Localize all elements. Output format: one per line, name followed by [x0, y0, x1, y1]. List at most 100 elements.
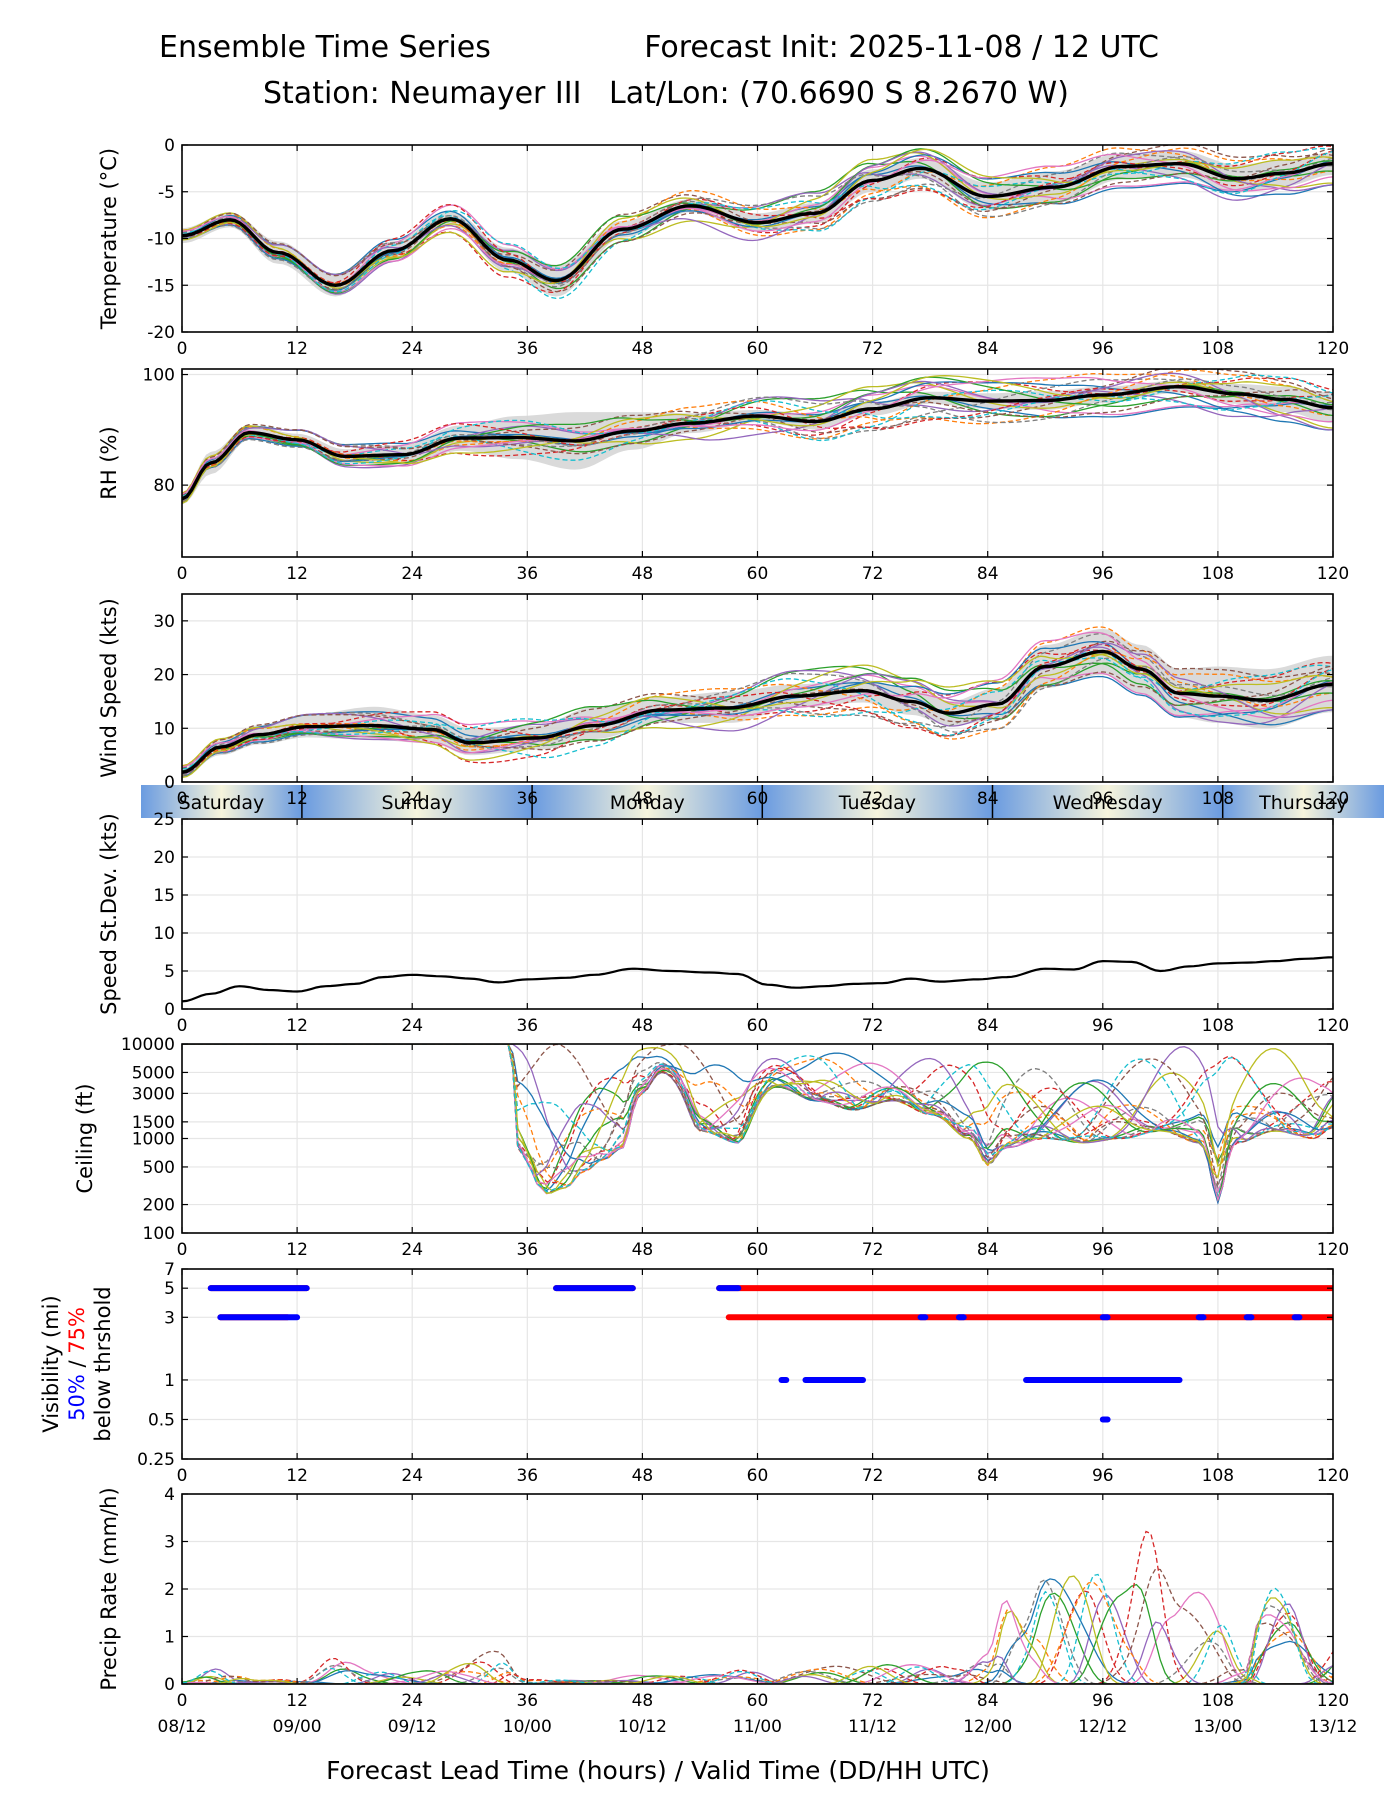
day-strip-cell — [141, 785, 302, 818]
ensemble-member-line — [182, 1044, 1333, 1186]
x-tick-label: 84 — [977, 789, 999, 809]
members-ceiling — [182, 1044, 1333, 1205]
x-tick-label: 96 — [1092, 1016, 1114, 1036]
ensemble-member-line — [182, 1044, 1333, 1187]
x-tick-label: 0 — [177, 1240, 188, 1260]
grid-ceiling — [181, 1043, 1334, 1234]
y-tick-label: 0 — [164, 773, 175, 793]
x-tick-label: 84 — [977, 1240, 999, 1260]
plot-area-rh — [182, 369, 1333, 505]
x-tick-label: 24 — [401, 564, 423, 584]
x-tick-label: 60 — [747, 564, 769, 584]
x-tick-label: 0 — [177, 1466, 188, 1486]
x-tick-label: 36 — [516, 339, 538, 359]
ensemble-member-line — [182, 395, 1333, 499]
x-tick-label: 48 — [632, 339, 654, 359]
valid-time-label: 10/00 — [503, 1717, 552, 1737]
y-tick-label: 500 — [143, 1158, 175, 1178]
x-tick-label: 48 — [632, 564, 654, 584]
x-tick-label: 36 — [516, 789, 538, 809]
ensemble-mean-line — [182, 384, 1333, 501]
ensemble-member-line — [182, 1594, 1333, 1684]
x-tick-label: 72 — [862, 789, 884, 809]
y-tick-label: -15 — [147, 276, 175, 296]
x-tick-label: 36 — [516, 1466, 538, 1486]
y-tick-label: 200 — [143, 1196, 175, 1216]
x-tick-label: 0 — [177, 1016, 188, 1036]
y-tick-label: 4 — [164, 1485, 175, 1505]
x-tick-label: 60 — [747, 1240, 769, 1260]
x-tick-label: 72 — [862, 1240, 884, 1260]
day-strip-cell — [532, 785, 763, 818]
y-tick-label: 0.5 — [148, 1410, 175, 1430]
y-tick-label: -10 — [147, 230, 175, 250]
ensemble-member-line — [182, 1581, 1333, 1684]
day-label-tuesday: Tuesday — [838, 792, 916, 814]
day-label-thursday: Thursday — [1258, 792, 1347, 814]
y-axis-label: Precip Rate (mm/h) — [97, 1487, 121, 1690]
panel-speed_stdev: 0 12 24 36 48 60 72 84 96 108 120 0 5 10 15 20 25 Speed S… — [97, 810, 1349, 1036]
x-tick-label: 108 — [1202, 564, 1234, 584]
valid-time-label: 09/12 — [388, 1717, 437, 1737]
x-tick-label: 36 — [516, 1691, 538, 1711]
ensemble-member-line — [182, 1044, 1333, 1194]
ensemble-member-line — [182, 650, 1333, 774]
ensemble-mean-line — [182, 649, 1333, 774]
x-tick-label: 72 — [862, 1691, 884, 1711]
ensemble-member-line — [182, 1592, 1333, 1684]
chart-panels: 0 12 24 36 48 60 72 84 96 108 1200-5-10-15-20Tempe… — [39, 136, 1358, 1737]
x-tick-label: 48 — [632, 1466, 654, 1486]
ensemble-member-line — [182, 1044, 1333, 1199]
valid-time-label: 09/00 — [273, 1717, 322, 1737]
x-tick-label: 120 — [1317, 564, 1349, 584]
x-tick-label: 108 — [1202, 339, 1234, 359]
x-tick-label: 12 — [286, 789, 308, 809]
x-tick-label: 12 — [286, 1691, 308, 1711]
x-tick-label: 96 — [1092, 564, 1114, 584]
x-tick-label: 84 — [977, 1691, 999, 1711]
valid-time-label: 11/00 — [733, 1717, 782, 1737]
y-axis-label-threshold: below thrshold — [91, 1286, 115, 1441]
title-right: Forecast Init: 2025-11-08 / 12 UTC — [644, 30, 1159, 65]
x-tick-label: 84 — [977, 1466, 999, 1486]
x-tick-label: 60 — [747, 339, 769, 359]
x-tick-label: 120 — [1317, 1466, 1349, 1486]
ensemble-member-line — [182, 642, 1333, 775]
ensemble-member-line — [182, 1044, 1333, 1176]
valid-time-label: 12/00 — [963, 1717, 1012, 1737]
ensemble-member-line — [182, 375, 1333, 504]
latlon-title: Lat/Lon: (70.6690 S 8.2670 W) — [609, 76, 1069, 111]
x-tick-label: 24 — [401, 1466, 423, 1486]
x-tick-label: 120 — [1317, 1691, 1349, 1711]
ensemble-member-line — [182, 374, 1333, 497]
x-tick-label: 84 — [977, 564, 999, 584]
day-label-sunday: Sunday — [381, 792, 452, 814]
ensemble-member-line — [182, 150, 1333, 282]
ensemble-member-line — [182, 145, 1333, 294]
plot-area-wind_speed — [182, 626, 1333, 779]
panel-wind_speed: 0 12 24 36 48 60 72 84 96 108 120 0 10 20 30 Wind Speed… — [97, 593, 1349, 809]
ensemble-member-line — [182, 657, 1333, 770]
x-tick-label: 120 — [1317, 1240, 1349, 1260]
x-tick-label: 0 — [177, 339, 188, 359]
y-tick-label: 3 — [164, 1308, 175, 1328]
x-tick-label: 96 — [1092, 789, 1114, 809]
ensemble-member-line — [182, 378, 1333, 502]
x-tick-label: 72 — [862, 1466, 884, 1486]
panel-temperature: 0 12 24 36 48 60 72 84 96 108 120 0 -5 -10 -15 -20 Tempe… — [97, 136, 1349, 359]
y-axis-label-percent: 50% / 75% — [65, 1307, 89, 1421]
day-label-wednesday: Wednesday — [1053, 792, 1163, 814]
x-tick-label: 0 — [177, 789, 188, 809]
x-tick-label: 96 — [1092, 339, 1114, 359]
ensemble-member-line — [182, 662, 1333, 773]
x-tick-label: 36 — [516, 1016, 538, 1036]
ensemble-member-line — [182, 633, 1333, 774]
y-tick-label: 5 — [164, 962, 175, 982]
valid-time-label: 13/00 — [1193, 1717, 1242, 1737]
x-tick-label: 84 — [977, 1016, 999, 1036]
x-tick-label: 120 — [1317, 339, 1349, 359]
x-tick-label: 72 — [862, 564, 884, 584]
y-axis-label: RH (%) — [97, 426, 121, 499]
plot-area-temperature — [182, 145, 1333, 300]
